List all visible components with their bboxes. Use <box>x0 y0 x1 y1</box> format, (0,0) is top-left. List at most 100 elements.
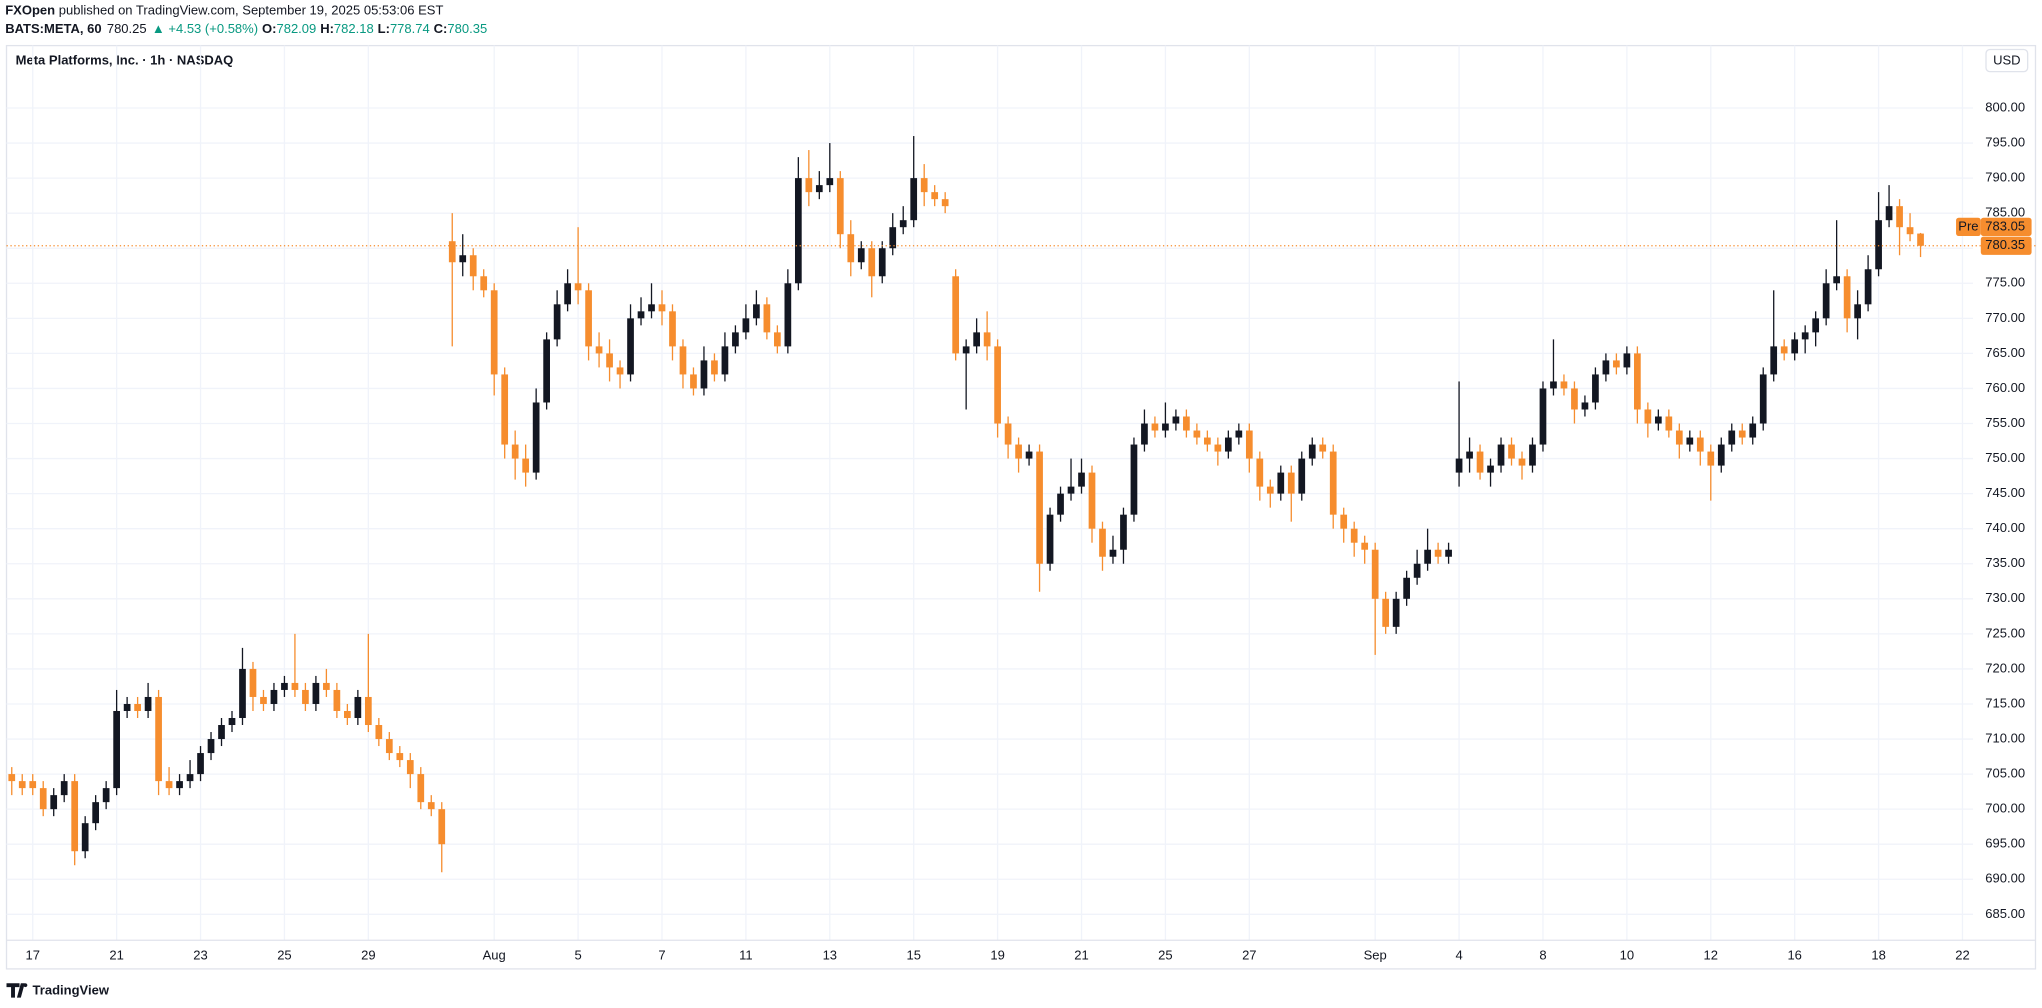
candle-body <box>1371 549 1379 599</box>
candle-body <box>8 774 16 782</box>
candle-body <box>459 255 467 263</box>
candle-body <box>585 290 592 347</box>
candle-body <box>438 809 446 845</box>
candle-body <box>1770 346 1778 375</box>
candle-body <box>1654 416 1662 424</box>
candle-body <box>1864 269 1872 305</box>
candle-body <box>281 682 288 690</box>
candle-body <box>480 276 488 291</box>
candle-body <box>176 781 183 789</box>
candle-body <box>805 178 813 193</box>
candle-body <box>1172 416 1180 424</box>
candle-body <box>1193 430 1201 438</box>
header-line: FXOpen published on TradingView.com, Sep… <box>5 3 443 18</box>
candle-body <box>427 802 435 810</box>
y-tick-label: 790.00 <box>1985 170 2025 185</box>
candle-body <box>637 311 645 319</box>
candle-body <box>29 781 37 789</box>
candle-body <box>1529 444 1536 466</box>
x-tick-label: 16 <box>1787 947 1801 962</box>
change: ▲ +4.53 (+0.58%) <box>152 21 258 36</box>
candle-body <box>1004 423 1012 445</box>
symbol: BATS:META, 60 <box>5 21 101 36</box>
candle-body <box>1350 528 1358 543</box>
candle-body <box>1224 437 1232 452</box>
candle-body <box>1539 388 1547 445</box>
candle-body <box>1298 458 1306 494</box>
candle-body <box>1581 402 1589 410</box>
candle-body <box>899 220 907 228</box>
candle-body <box>417 774 425 803</box>
candle-body <box>1917 233 1924 246</box>
candle-body <box>794 178 802 284</box>
candle-body <box>448 241 456 263</box>
x-tick-label: 21 <box>1074 947 1088 962</box>
x-tick-label: 7 <box>658 947 665 962</box>
y-tick-label: 715.00 <box>1985 695 2025 710</box>
candle-body <box>1057 493 1064 515</box>
y-tick-label: 740.00 <box>1985 520 2025 535</box>
candle-body <box>1801 332 1809 340</box>
candle-body <box>1476 451 1484 473</box>
candle-body <box>1287 472 1295 494</box>
candle-body <box>1329 451 1337 515</box>
candle-body <box>39 788 47 810</box>
ohlc-label: L: <box>378 21 390 36</box>
candle-body <box>983 332 991 347</box>
candle-body <box>1791 339 1799 354</box>
x-tick-label: 8 <box>1539 947 1546 962</box>
candle-body <box>1623 353 1631 368</box>
candle-body <box>1015 444 1022 459</box>
x-tick-label: 21 <box>109 947 123 962</box>
y-tick-label: 755.00 <box>1985 415 2025 430</box>
y-tick-label: 760.00 <box>1985 380 2025 395</box>
chart-title: Meta Platforms, Inc. · 1h · NASDAQ <box>16 53 234 68</box>
candle-body <box>1613 360 1620 368</box>
candle-body <box>700 360 708 389</box>
candle-body <box>333 689 341 711</box>
candle-body <box>1455 458 1463 473</box>
candle-body <box>323 682 330 690</box>
candle-body <box>1812 318 1820 333</box>
candle-body <box>931 192 939 200</box>
candle-body <box>155 696 162 782</box>
pre-tag-box <box>1956 217 1981 236</box>
y-tick-label: 700.00 <box>1985 801 2025 816</box>
y-tick-label: 800.00 <box>1985 99 2025 114</box>
candle-body <box>1696 437 1704 452</box>
y-tick-label: 735.00 <box>1985 555 2025 570</box>
x-tick-label: 25 <box>277 947 291 962</box>
x-tick-label: 4 <box>1455 947 1462 962</box>
candle-body <box>165 781 173 789</box>
candle-body <box>1036 451 1043 564</box>
candle-body <box>197 753 204 775</box>
candle-body <box>1245 430 1253 459</box>
currency-box[interactable] <box>1985 48 2029 73</box>
candle-body <box>815 185 823 193</box>
candle-body <box>627 318 634 375</box>
candle-body <box>1896 206 1903 228</box>
candle-body <box>1078 472 1085 487</box>
candle-body <box>1854 304 1861 319</box>
candle-body <box>826 178 834 186</box>
candle-body <box>81 823 89 852</box>
candle-body <box>532 402 540 473</box>
candle-body <box>1403 577 1410 599</box>
candle-body <box>1046 514 1054 564</box>
y-tick-label: 795.00 <box>1985 134 2025 149</box>
candle-body <box>1780 346 1788 354</box>
y-tick-label: 720.00 <box>1985 660 2025 675</box>
candle-body <box>742 318 750 333</box>
candle-body <box>1759 374 1767 424</box>
footer-logo <box>6 983 28 998</box>
candle-body <box>753 304 760 319</box>
x-tick-label: 12 <box>1704 947 1718 962</box>
candle-body <box>102 788 110 803</box>
candle-body <box>312 682 320 704</box>
candle-body <box>1120 514 1127 550</box>
candle-body <box>228 718 236 726</box>
candle-body <box>1277 472 1285 494</box>
candle-body <box>941 199 949 207</box>
candle-body <box>302 689 309 704</box>
